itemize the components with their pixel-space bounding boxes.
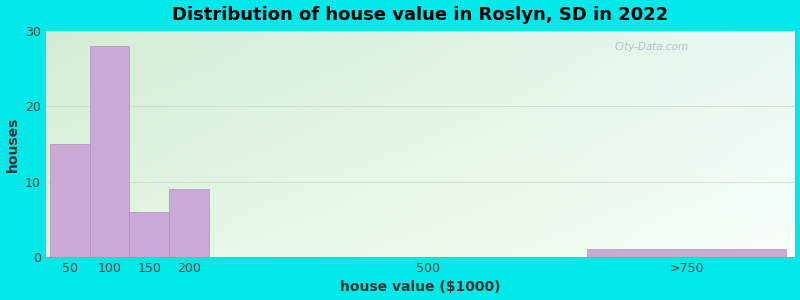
Bar (130, 212, 170, 257)
Bar (170, 189, 209, 257)
Bar (587, 250, 786, 257)
Title: Distribution of house value in Roslyn, SD in 2022: Distribution of house value in Roslyn, S… (172, 6, 668, 24)
X-axis label: house value ($1000): house value ($1000) (340, 280, 500, 294)
Y-axis label: houses: houses (6, 116, 19, 172)
Bar (90, 46, 130, 257)
Bar (50, 144, 90, 257)
Text: City-Data.com: City-Data.com (614, 42, 689, 52)
